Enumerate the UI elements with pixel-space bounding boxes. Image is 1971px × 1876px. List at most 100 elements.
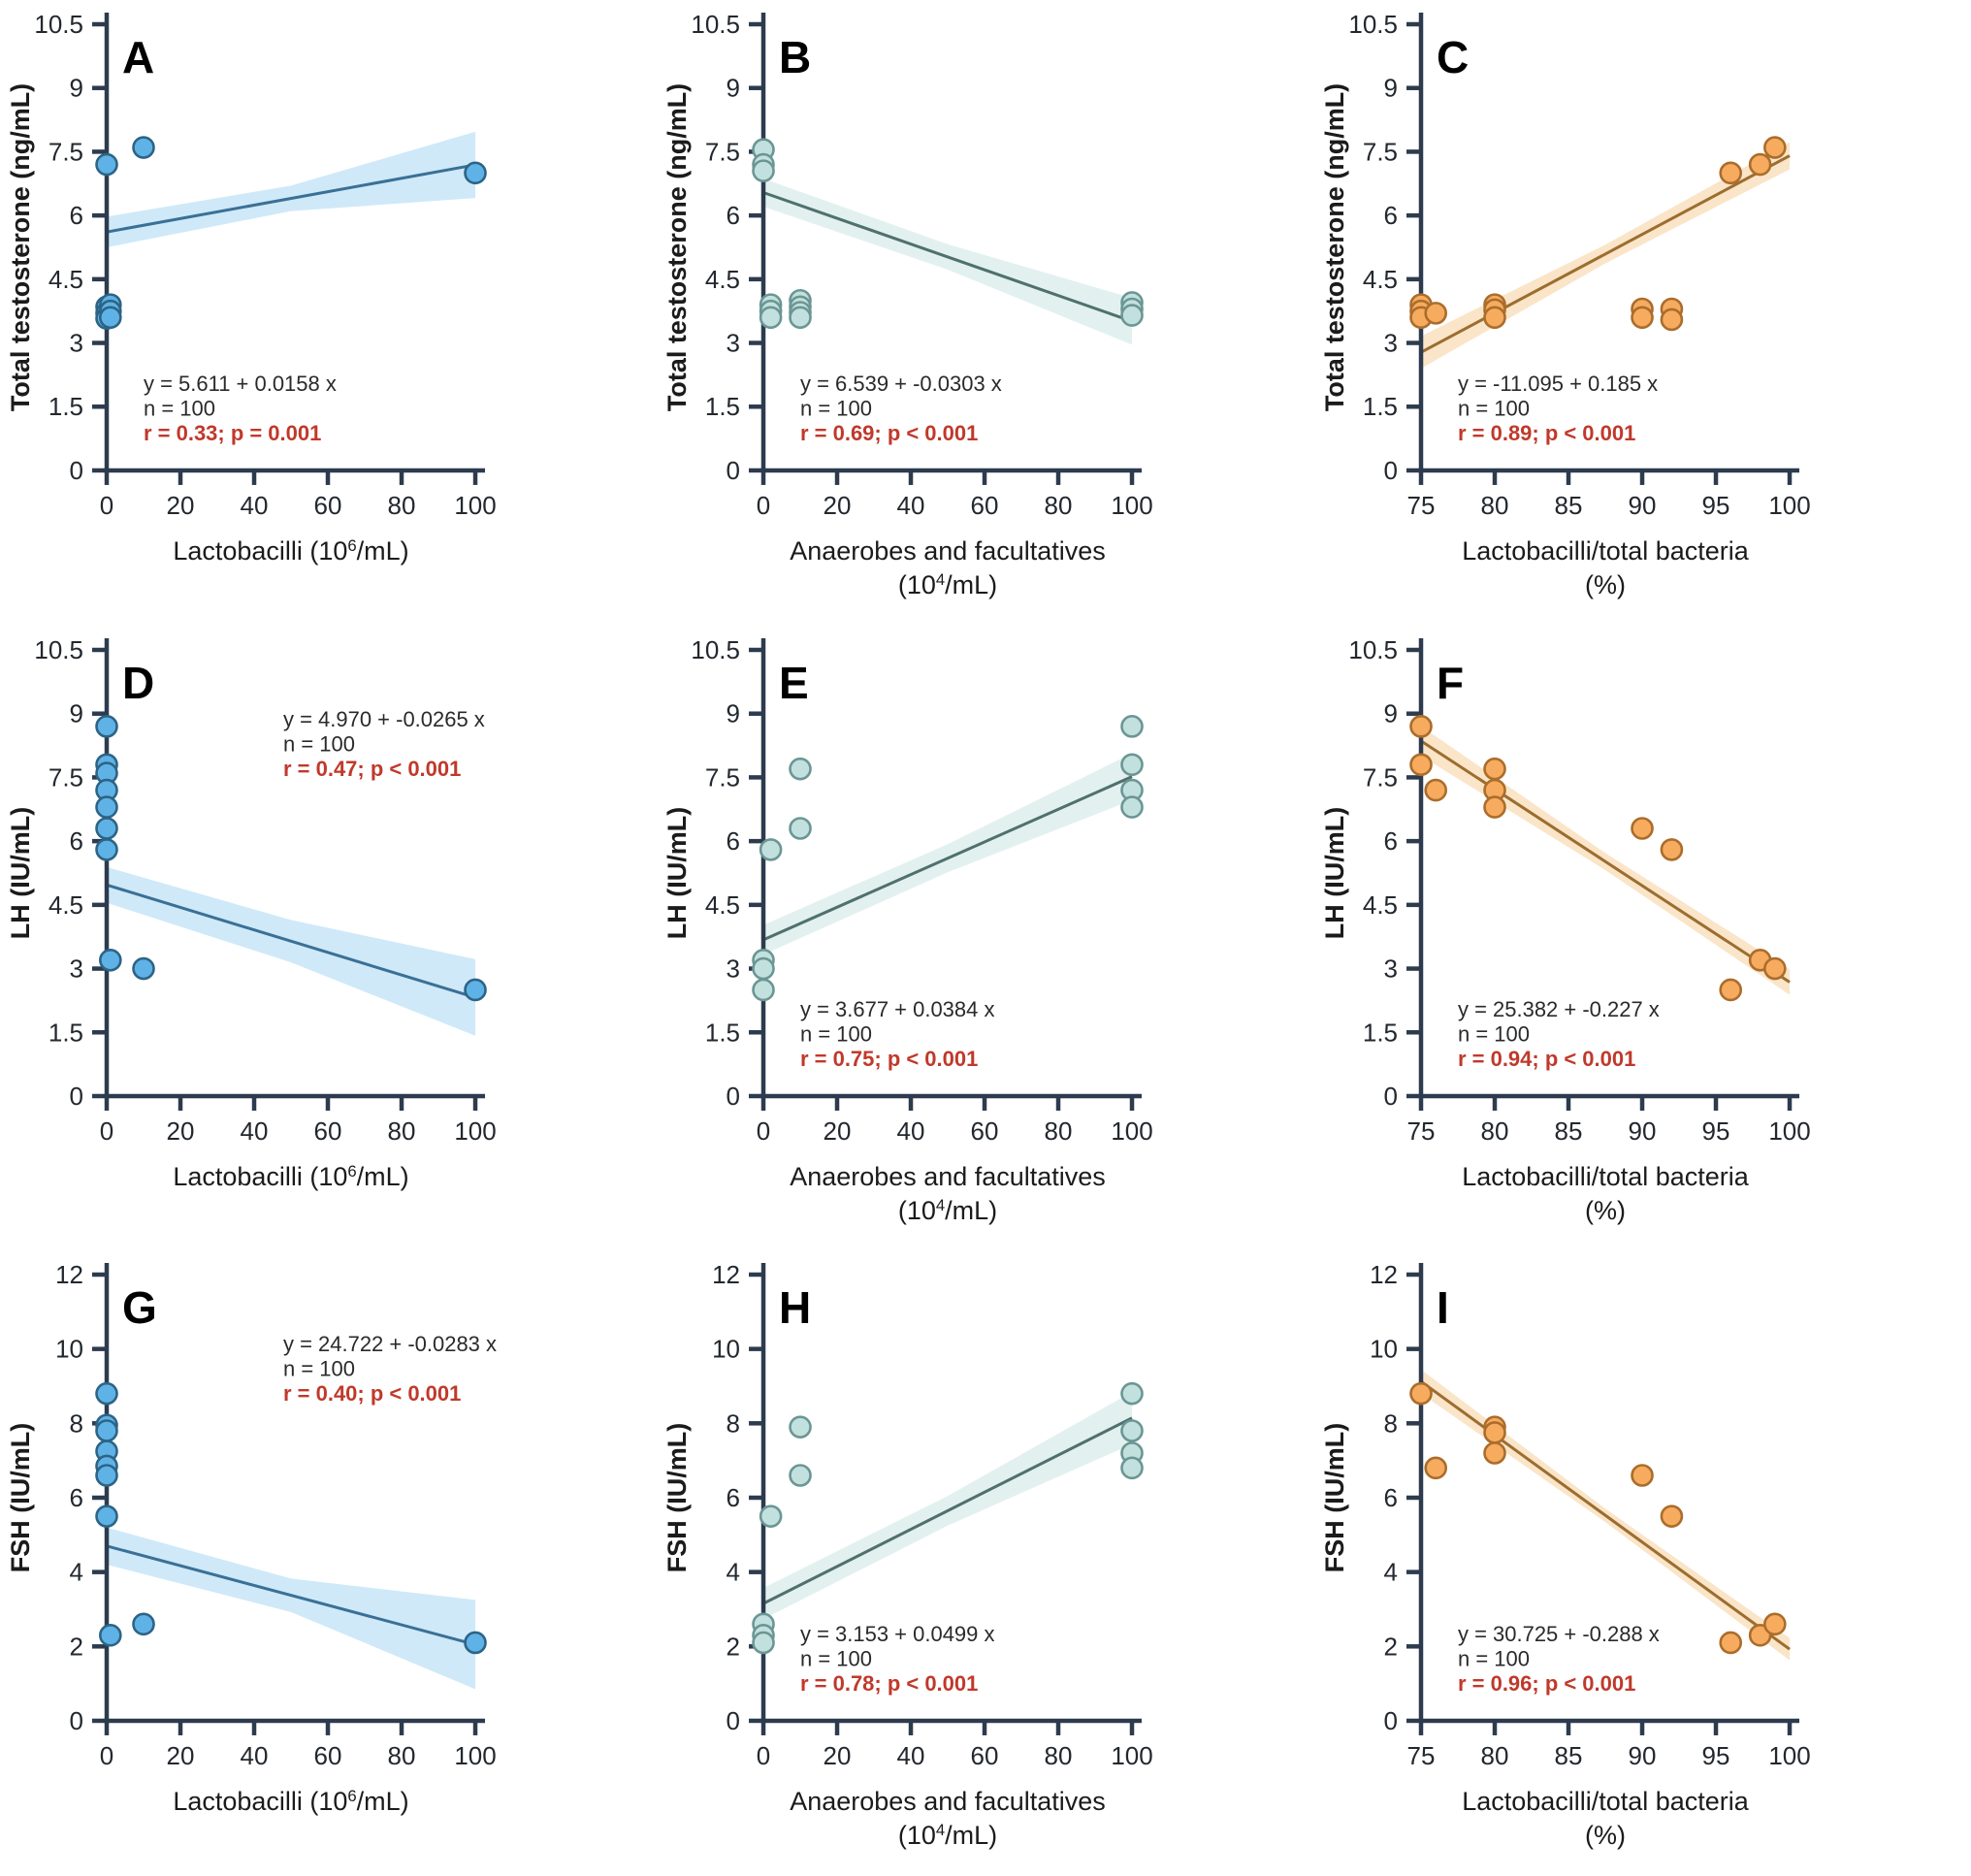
x-tick-label: 80 <box>388 1116 416 1146</box>
x-tick-label: 90 <box>1628 491 1656 520</box>
stats-correlation-line: r = 0.69; p < 0.001 <box>800 421 978 445</box>
x-tick-label: 60 <box>971 1741 999 1770</box>
y-tick-label: 3 <box>727 954 740 983</box>
x-axis-title: Lactobacilli/total bacteria <box>1462 1787 1749 1816</box>
data-point <box>1719 161 1742 185</box>
x-tick-label: 60 <box>971 1116 999 1146</box>
y-tick-label: 8 <box>727 1409 740 1439</box>
x-tick-label: 20 <box>167 1741 195 1770</box>
y-axis-title: LH (IU/mL) <box>1320 806 1349 938</box>
x-tick-label: 60 <box>971 491 999 520</box>
data-point <box>464 978 487 1001</box>
data-point <box>1120 753 1145 776</box>
confidence-band <box>763 178 1133 345</box>
data-point <box>95 816 118 840</box>
data-point <box>1630 816 1654 840</box>
annotation-line: y = 25.382 + -0.227 x <box>1458 997 1660 1021</box>
y-tick-label: 2 <box>1383 1633 1397 1662</box>
x-axis-title: Lactobacilli/total bacteria <box>1462 536 1749 566</box>
y-tick-label: 10.5 <box>1348 10 1398 39</box>
y-tick-label: 10.5 <box>34 10 83 39</box>
x-axis-title: Lactobacilli (106/mL) <box>173 1787 408 1816</box>
data-point <box>132 1612 155 1636</box>
x-tick-label: 40 <box>897 1741 925 1770</box>
x-axis-title: Lactobacilli (106/mL) <box>173 1162 408 1191</box>
y-tick-label: 4.5 <box>1363 890 1398 920</box>
annotation-line: n = 100 <box>283 1357 355 1381</box>
data-point <box>1424 1456 1447 1480</box>
y-tick-label: 1.5 <box>48 1018 83 1047</box>
y-tick-label: 6 <box>1383 1483 1397 1512</box>
x-tick-label: 85 <box>1554 1116 1582 1146</box>
annotation-line: n = 100 <box>800 1021 872 1046</box>
regression-line <box>106 163 476 234</box>
x-tick-label: 75 <box>1406 491 1435 520</box>
x-tick-label: 0 <box>100 1116 113 1146</box>
x-tick-label: 20 <box>824 491 852 520</box>
y-tick-label: 0 <box>727 1706 740 1735</box>
panel-G: 0 20 40 60 80 100 0 2 4 6 8 10 12 y = 24.722 + -0.028… <box>0 1250 657 1876</box>
panel-letter: A <box>122 32 154 82</box>
annotation-line: y = 6.539 + -0.0303 x <box>800 372 1002 396</box>
y-tick-label: 4 <box>727 1558 740 1587</box>
y-tick-label: 12 <box>712 1260 740 1289</box>
chart-panel-A: 0 20 40 60 80 100 0 1.5 3 4.5 6 7.5 9 10.5 y = 5.611 +… <box>6 10 497 566</box>
data-point <box>752 159 776 182</box>
y-tick-label: 10 <box>55 1335 83 1364</box>
panel-letter: H <box>779 1282 811 1333</box>
x-tick-label: 100 <box>1112 1116 1153 1146</box>
x-tick-label: 100 <box>1112 491 1153 520</box>
y-tick-label: 0 <box>727 456 740 485</box>
x-axis-title: Anaerobes and facultatives <box>791 536 1107 566</box>
panel-letter: E <box>779 658 809 708</box>
y-tick-label: 9 <box>727 698 740 728</box>
panel-F: 75 80 85 90 95 100 0 1.5 3 4.5 6 7.5 9 10.5 y = 25.382… <box>1314 626 1971 1251</box>
y-tick-label: 0 <box>70 1082 83 1111</box>
y-tick-label: 7.5 <box>705 137 740 166</box>
data-point <box>95 1504 118 1529</box>
y-tick-label: 10.5 <box>1348 635 1398 664</box>
annotation-line: y = 24.722 + -0.0283 x <box>283 1332 497 1356</box>
data-point <box>1748 152 1772 177</box>
y-tick-label: 8 <box>70 1409 83 1439</box>
panel-letter: C <box>1437 32 1469 82</box>
y-tick-label: 3 <box>1383 329 1397 358</box>
x-tick-label: 100 <box>454 1116 496 1146</box>
data-point <box>789 757 813 781</box>
x-tick-label: 40 <box>241 1116 269 1146</box>
x-axis-title: Lactobacilli (106/mL) <box>173 536 408 566</box>
data-point <box>1408 714 1433 738</box>
y-tick-label: 0 <box>70 456 83 485</box>
y-tick-label: 9 <box>1383 74 1397 103</box>
x-tick-label: 40 <box>897 1116 925 1146</box>
y-tick-label: 9 <box>70 698 83 728</box>
confidence-band <box>107 866 476 1036</box>
panel-C: 75 80 85 90 95 100 0 1.5 3 4.5 6 7.5 9 10.5 y = -11.09… <box>1314 0 1971 626</box>
data-point <box>752 956 776 981</box>
x-axis-title: (104/mL) <box>898 1196 997 1225</box>
x-tick-label: 100 <box>1768 1116 1810 1146</box>
y-tick-label: 2 <box>70 1633 83 1662</box>
x-axis-title: (104/mL) <box>898 1821 997 1850</box>
data-point <box>1120 304 1145 327</box>
data-point <box>759 837 783 861</box>
x-tick-label: 40 <box>241 491 269 520</box>
data-point <box>1408 753 1433 776</box>
panel-letter: D <box>122 658 154 708</box>
stats-correlation-line: r = 0.47; p < 0.001 <box>283 757 461 781</box>
y-tick-label: 3 <box>727 329 740 358</box>
x-tick-label: 20 <box>167 1116 195 1146</box>
y-axis-title: FSH (IU/mL) <box>6 1423 35 1572</box>
data-point <box>789 1415 813 1439</box>
annotation-line: y = -11.095 + 0.185 x <box>1458 372 1658 396</box>
y-tick-label: 6 <box>70 1483 83 1512</box>
chart-panel-D: 0 20 40 60 80 100 0 1.5 3 4.5 6 7.5 9 10.5 y = 4.970 +… <box>6 635 497 1191</box>
data-point <box>95 152 118 177</box>
data-point <box>99 948 122 972</box>
y-tick-label: 6 <box>727 201 740 230</box>
chart-panel-F: 75 80 85 90 95 100 0 1.5 3 4.5 6 7.5 9 10.5 y = 25.382… <box>1320 635 1811 1225</box>
data-point <box>752 1632 776 1655</box>
confidence-band <box>763 753 1133 954</box>
x-tick-label: 75 <box>1406 1116 1435 1146</box>
data-point <box>1120 1382 1145 1406</box>
